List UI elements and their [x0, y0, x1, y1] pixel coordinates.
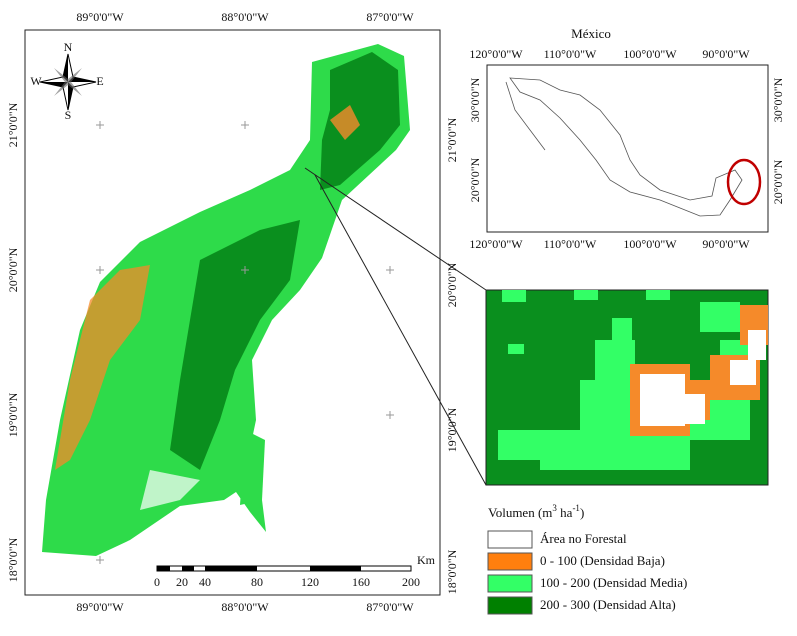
inset-right-label: 30°0'0"N	[771, 77, 785, 122]
bottom-label: 89°0'0"W	[76, 600, 124, 614]
inset-bottom-label: 90°0'0"W	[702, 237, 750, 251]
land-high	[320, 52, 400, 190]
inset-top-label: 120°0'0"W	[469, 47, 523, 61]
inset-left-label: 30°0'0"N	[468, 77, 482, 122]
compass-letter: E	[96, 74, 103, 88]
legend-item: 100 - 200 (Densidad Media)	[540, 575, 687, 590]
top-label: 87°0'0"W	[366, 10, 414, 24]
inset-title: México	[571, 26, 611, 41]
inset-top-label: 90°0'0"W	[702, 47, 750, 61]
inset-right-label: 20°0'0"N	[771, 159, 785, 204]
compass-letter: N	[64, 40, 73, 54]
right-label: 21°0'0"N	[445, 117, 459, 162]
legend-title: Volumen (m3 ha-1)	[488, 503, 584, 520]
land-nonforest	[285, 330, 310, 370]
inset-top-label: 110°0'0"W	[544, 47, 597, 61]
right-label: 20°0'0"N	[445, 262, 459, 307]
left-label: 19°0'0"N	[6, 392, 20, 437]
compass-letter: W	[30, 74, 42, 88]
land-high	[170, 220, 300, 470]
inset-top-label: 100°0'0"W	[623, 47, 677, 61]
zoom-panel	[485, 289, 769, 486]
inset-bottom-label: 100°0'0"W	[623, 237, 677, 251]
left-label: 18°0'0"N	[6, 537, 20, 582]
scale-label: 40	[199, 575, 211, 589]
compass-rose	[39, 53, 97, 111]
scale-label: 160	[352, 575, 370, 589]
bottom-label: 87°0'0"W	[366, 600, 414, 614]
land-low	[55, 265, 150, 470]
legend-item: 200 - 300 (Densidad Alta)	[540, 597, 676, 612]
compass-letter: S	[65, 108, 72, 122]
left-label: 20°0'0"N	[6, 247, 20, 292]
right-label: 19°0'0"N	[445, 407, 459, 452]
scale-label: 0	[154, 575, 160, 589]
legend-swatches	[487, 530, 533, 615]
top-label: 89°0'0"W	[76, 10, 124, 24]
legend-item: 0 - 100 (Densidad Baja)	[540, 553, 665, 568]
land-nonforest	[140, 470, 200, 510]
island	[240, 430, 265, 505]
scale-label: 120	[301, 575, 319, 589]
scale-label: 200	[402, 575, 420, 589]
legend-item: Área no Forestal	[540, 531, 627, 546]
peninsula	[42, 44, 410, 556]
inset-left-label: 20°0'0"N	[468, 157, 482, 202]
land-low	[330, 105, 360, 140]
zoom-line	[314, 174, 487, 486]
scale-unit: Km	[417, 553, 436, 567]
grid-crosses	[96, 121, 394, 564]
left-label: 21°0'0"N	[6, 102, 20, 147]
right-label: 18°0'0"N	[445, 549, 459, 594]
zoom-line	[304, 167, 487, 291]
scale-label: 20	[176, 575, 188, 589]
inset-bottom-label: 110°0'0"W	[544, 237, 597, 251]
bottom-label: 88°0'0"W	[221, 600, 269, 614]
scale-bar	[156, 565, 412, 572]
scale-label: 80	[251, 575, 263, 589]
top-label: 88°0'0"W	[221, 10, 269, 24]
inset-bottom-label: 120°0'0"W	[469, 237, 523, 251]
mexico-outline	[505, 77, 762, 217]
